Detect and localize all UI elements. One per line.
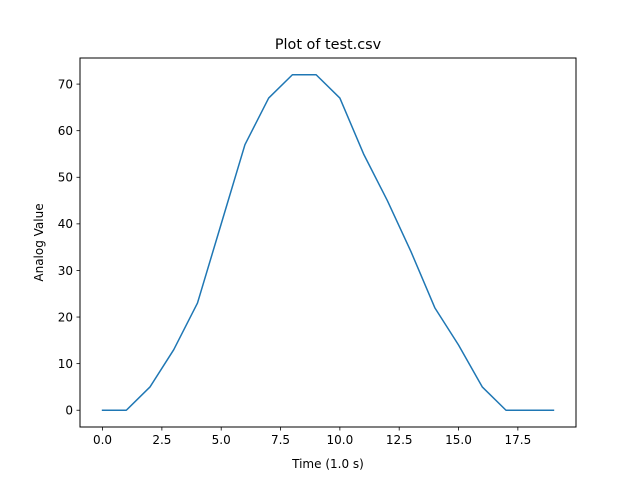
- y-axis-label: Analog Value: [32, 203, 46, 281]
- y-tick-label: 10: [58, 357, 73, 371]
- y-tick-label: 20: [58, 310, 73, 324]
- series-line-0: [101, 74, 555, 411]
- x-tick-label: 17.5: [504, 433, 531, 447]
- x-tick-label: 5.0: [212, 433, 231, 447]
- x-tick-label: 10.0: [327, 433, 354, 447]
- y-tick-label: 70: [58, 77, 73, 91]
- x-tick-label: 0.0: [93, 433, 112, 447]
- x-tick-label: 7.5: [271, 433, 290, 447]
- y-tick-label: 30: [58, 264, 73, 278]
- x-tick-label: 2.5: [152, 433, 171, 447]
- y-tick-label: 0: [65, 404, 73, 418]
- plot-area: [79, 57, 577, 428]
- y-tick-label: 40: [58, 217, 73, 231]
- y-tick-label: 50: [58, 171, 73, 185]
- chart-title: Plot of test.csv: [275, 37, 382, 53]
- x-axis-label: Time (1.0 s): [291, 457, 364, 471]
- x-tick-label: 12.5: [386, 433, 413, 447]
- x-tick-label: 15.0: [445, 433, 472, 447]
- y-tick-label: 60: [58, 124, 73, 138]
- axes-frame: [79, 57, 577, 428]
- series-layer: [101, 74, 555, 411]
- y-axis-ticks: 0 10 20 30 40 50 60 70: [58, 77, 80, 418]
- x-axis-ticks: 0.0 2.5 5.0 7.5 10.0 12.5 15.0 17.5: [93, 427, 531, 447]
